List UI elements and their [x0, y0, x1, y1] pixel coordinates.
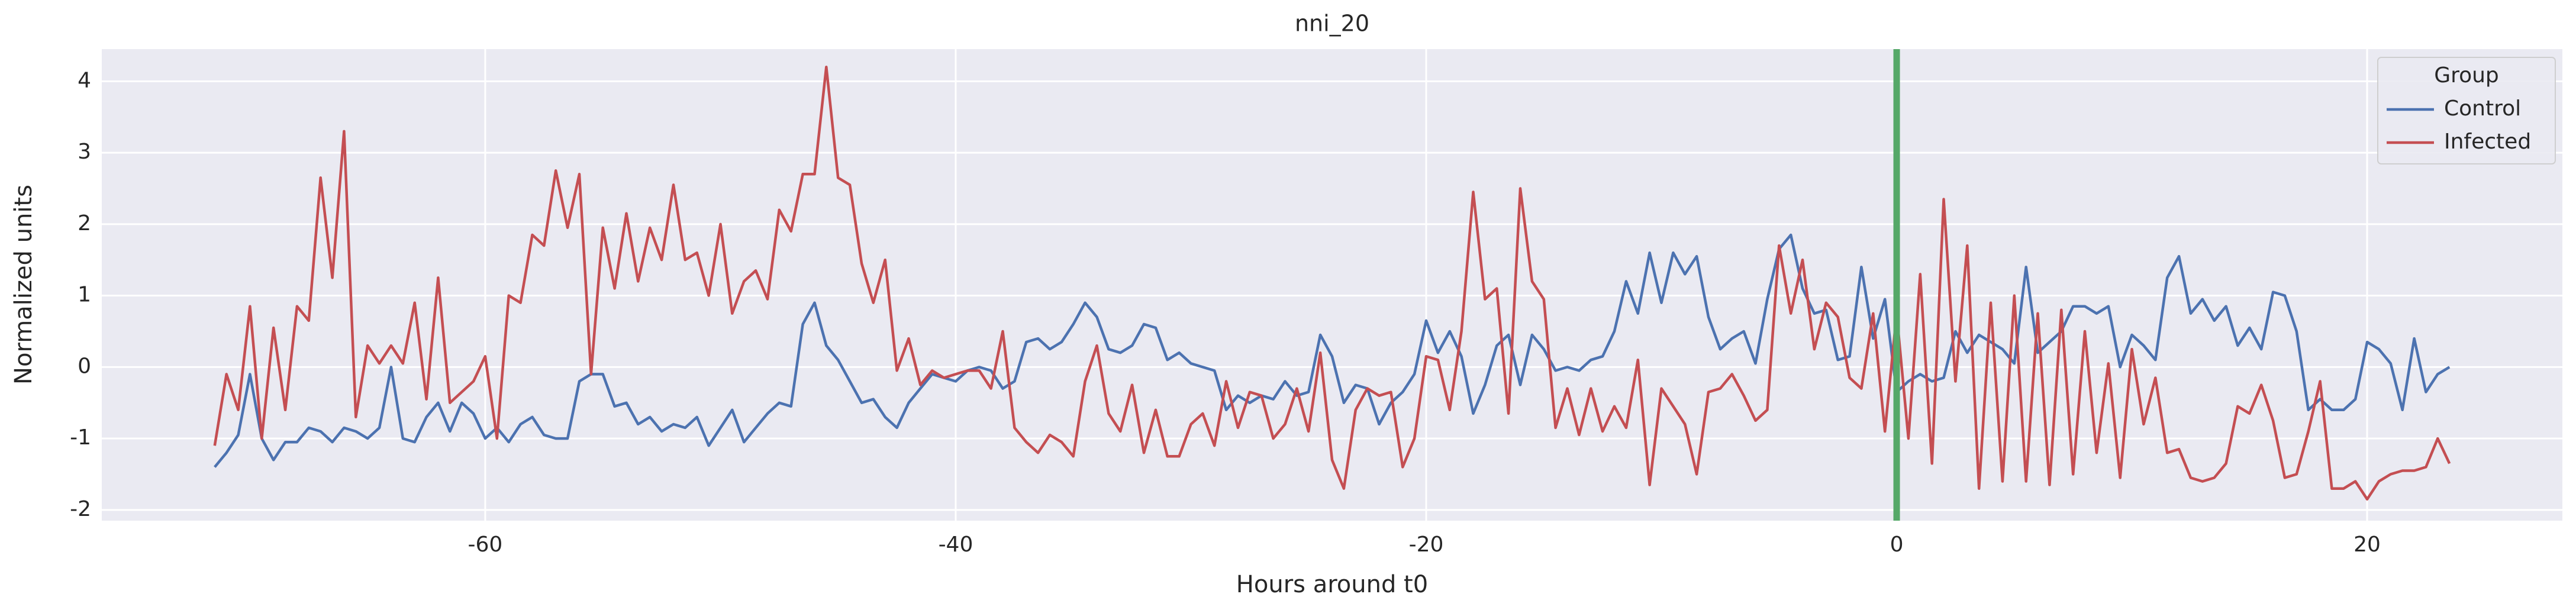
y-axis-label: Normalized units — [10, 185, 37, 385]
x-tick-label: -20 — [1409, 532, 1444, 557]
y-tick-label: 0 — [78, 354, 91, 378]
x-axis-label: Hours around t0 — [1236, 571, 1428, 598]
y-tick-label: -2 — [70, 497, 91, 521]
x-tick-label: 0 — [1890, 532, 1904, 557]
chart-title: nni_20 — [1295, 11, 1369, 37]
x-tick-label: 20 — [2353, 532, 2381, 557]
y-tick-label: -1 — [70, 425, 91, 450]
legend-box — [2377, 57, 2556, 164]
y-tick-label: 1 — [78, 283, 91, 307]
series-line — [214, 233, 2451, 468]
legend-label: Control — [2444, 96, 2521, 121]
plot-area — [102, 49, 2562, 521]
x-tick-label: -60 — [468, 532, 503, 557]
x-tick-label: -40 — [939, 532, 973, 557]
y-tick-label: 3 — [78, 140, 91, 164]
y-tick-label: 4 — [78, 68, 91, 92]
legend-title: Group — [2434, 63, 2499, 88]
legend-label: Infected — [2444, 130, 2531, 154]
y-tick-label: 2 — [78, 211, 91, 235]
legend: Group Control Infected — [2377, 57, 2556, 164]
lines — [213, 49, 2451, 521]
series-line — [213, 65, 2451, 501]
